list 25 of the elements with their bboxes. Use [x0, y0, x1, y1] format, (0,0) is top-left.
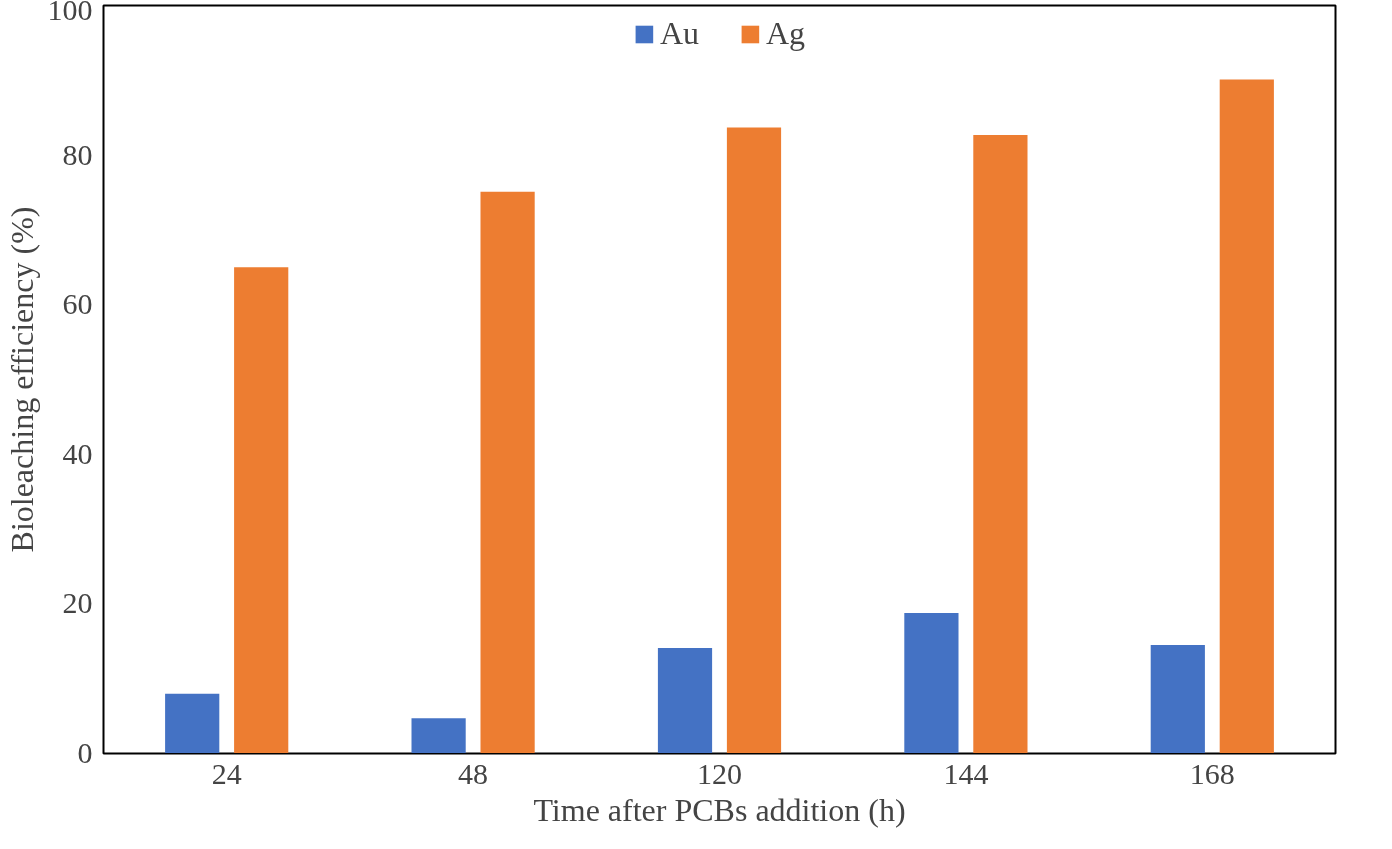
- bar: [726, 127, 782, 754]
- y-tick-label: 40: [62, 436, 93, 470]
- x-axis-title: Time after PCBs addition (h): [533, 791, 906, 828]
- bar: [973, 134, 1028, 754]
- x-tick-label: 48: [458, 756, 489, 790]
- y-tick-label: 60: [62, 287, 93, 321]
- bar: [234, 267, 289, 754]
- y-tick-label: 80: [62, 137, 93, 171]
- y-axis-title: Bioleaching efficiency (%): [3, 206, 40, 553]
- legend-label: Ag: [766, 15, 806, 52]
- bar: [165, 693, 220, 754]
- x-tick-label: 120: [697, 756, 742, 790]
- bar: [1150, 645, 1205, 754]
- bar: [480, 191, 535, 754]
- y-tick-label: 100: [47, 0, 93, 26]
- x-tick-label: 144: [943, 756, 989, 790]
- bar: [1219, 79, 1274, 754]
- bar: [904, 612, 959, 754]
- legend-label: Au: [659, 15, 699, 52]
- bar: [657, 648, 713, 754]
- y-tick-label: 0: [77, 736, 93, 769]
- x-tick-label: 24: [211, 756, 242, 790]
- bar: [411, 718, 466, 754]
- y-tick-label: 20: [62, 586, 93, 620]
- x-tick-label: 168: [1189, 756, 1235, 790]
